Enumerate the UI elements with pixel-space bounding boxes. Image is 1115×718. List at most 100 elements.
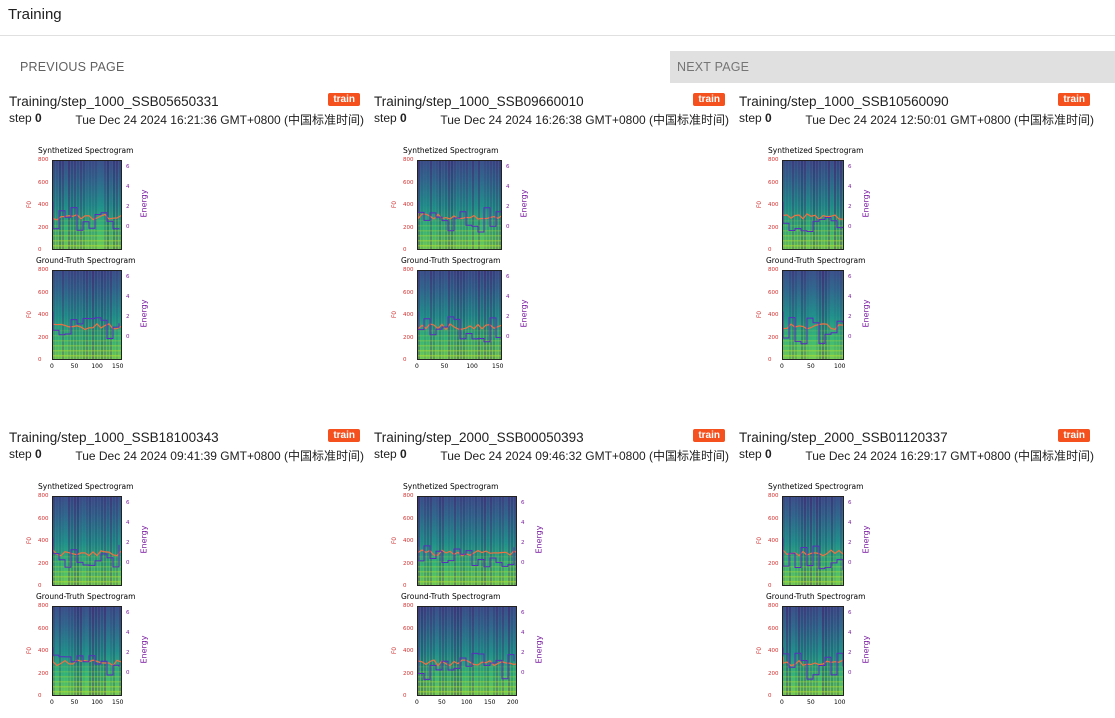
card-timestamp: Tue Dec 24 2024 12:50:01 GMT+0800 (中国标准时… <box>805 113 1094 127</box>
x-tick-label: 50 <box>70 363 79 370</box>
step-label: step 0 <box>739 447 772 461</box>
plot-title-gt: Ground-Truth Spectrogram <box>766 256 866 265</box>
x-tick-label: 150 <box>484 699 496 706</box>
next-page-button[interactable]: NEXT PAGE <box>670 51 1115 83</box>
f0-tick-label: 200 <box>403 334 414 341</box>
energy-tick-label: 2 <box>848 314 852 320</box>
x-tick-label: 0 <box>780 699 784 706</box>
f0-tick-label: 200 <box>403 560 414 567</box>
x-tick-label: 0 <box>50 699 54 706</box>
energy-axis-label: Energy <box>861 189 871 218</box>
f0-tick-label: 800 <box>403 267 414 273</box>
plot-title-synth: Synthetized Spectrogram <box>38 482 134 491</box>
energy-tick-label: 4 <box>506 184 510 190</box>
spectrogram-image <box>782 160 844 250</box>
energy-tick-label: 4 <box>848 294 852 300</box>
f0-tick-label: 800 <box>768 157 779 163</box>
energy-tick-label: 0 <box>848 224 852 230</box>
f0-tick-label: 0 <box>403 247 407 253</box>
previous-page-button[interactable]: PREVIOUS PAGE <box>20 60 125 74</box>
f0-tick-label: 600 <box>38 625 49 632</box>
energy-tick-label: 0 <box>521 670 525 676</box>
spectrogram-image <box>417 606 517 696</box>
f0-tick-label: 200 <box>38 224 49 231</box>
energy-tick-label: 6 <box>521 500 525 506</box>
energy-tick-label: 6 <box>848 164 852 170</box>
f0-tick-label: 600 <box>768 625 779 632</box>
f0-tick-label: 800 <box>38 603 49 609</box>
f0-tick-label: 0 <box>768 583 772 589</box>
energy-axis-label: Energy <box>519 299 529 328</box>
x-tick-label: 150 <box>112 699 124 706</box>
plot-title-gt: Ground-Truth Spectrogram <box>36 592 136 601</box>
energy-axis-label: Energy <box>534 635 544 664</box>
energy-tick-label: 0 <box>506 224 510 230</box>
energy-axis-label: Energy <box>139 635 149 664</box>
x-tick-label: 100 <box>466 363 478 370</box>
spectrogram-image <box>417 160 502 250</box>
f0-tick-label: 600 <box>403 515 414 522</box>
f0-tick-label: 600 <box>403 179 414 186</box>
f0-axis-label: F0 <box>756 200 764 209</box>
energy-tick-label: 2 <box>848 540 852 546</box>
f0-tick-label: 600 <box>38 289 49 296</box>
f0-tick-label: 0 <box>403 693 407 699</box>
f0-tick-label: 800 <box>403 157 414 163</box>
x-tick-label: 100 <box>91 699 103 706</box>
f0-tick-label: 0 <box>38 247 42 253</box>
x-tick-label: 100 <box>91 363 103 370</box>
image-card: Training/step_2000_SSB01120337 train step … <box>738 429 1098 718</box>
energy-axis-label: Energy <box>861 525 871 554</box>
f0-tick-label: 800 <box>768 267 779 273</box>
spectrogram-image <box>52 496 122 586</box>
x-tick-label: 0 <box>50 363 54 370</box>
energy-tick-label: 4 <box>848 520 852 526</box>
f0-tick-label: 400 <box>768 202 779 208</box>
f0-tick-label: 200 <box>768 224 779 231</box>
spectrogram-image <box>782 496 844 586</box>
f0-tick-label: 400 <box>403 312 414 318</box>
x-tick-label: 50 <box>70 699 79 706</box>
f0-tick-label: 200 <box>768 334 779 341</box>
f0-tick-label: 0 <box>768 247 772 253</box>
x-tick-label: 50 <box>807 363 815 370</box>
card-timestamp: Tue Dec 24 2024 16:21:36 GMT+0800 (中国标准时… <box>75 113 364 127</box>
train-tag-badge: train <box>693 93 725 106</box>
f0-axis-label: F0 <box>391 310 399 319</box>
x-tick-label: 150 <box>112 363 124 370</box>
energy-tick-label: 6 <box>848 610 852 616</box>
energy-tick-label: 0 <box>126 224 130 230</box>
x-tick-label: 0 <box>780 363 784 370</box>
step-label: step 0 <box>9 111 42 125</box>
energy-tick-label: 0 <box>848 560 852 566</box>
energy-axis-label: Energy <box>139 299 149 328</box>
f0-axis-label: F0 <box>391 200 399 209</box>
energy-tick-label: 2 <box>506 314 510 320</box>
energy-tick-label: 4 <box>848 184 852 190</box>
f0-tick-label: 800 <box>38 157 49 163</box>
f0-tick-label: 400 <box>403 538 414 544</box>
f0-tick-label: 0 <box>403 583 407 589</box>
energy-tick-label: 2 <box>126 314 130 320</box>
f0-axis-label: F0 <box>756 536 764 545</box>
train-tag-badge: train <box>1058 429 1090 442</box>
f0-axis-label: F0 <box>26 536 34 545</box>
energy-tick-label: 6 <box>126 500 130 506</box>
x-tick-label: 0 <box>415 699 419 706</box>
energy-tick-label: 0 <box>126 670 130 676</box>
train-tag-badge: train <box>1058 93 1090 106</box>
energy-tick-label: 0 <box>521 560 525 566</box>
energy-tick-label: 6 <box>521 610 525 616</box>
plot-title-gt: Ground-Truth Spectrogram <box>401 592 501 601</box>
f0-tick-label: 600 <box>38 515 49 522</box>
energy-axis-label: Energy <box>861 635 871 664</box>
f0-tick-label: 800 <box>403 493 414 499</box>
energy-tick-label: 2 <box>521 650 525 656</box>
f0-tick-label: 400 <box>38 312 49 318</box>
train-tag-badge: train <box>328 93 360 106</box>
energy-tick-label: 4 <box>521 520 525 526</box>
x-tick-label: 50 <box>438 699 446 706</box>
energy-axis-label: Energy <box>139 189 149 218</box>
energy-tick-label: 6 <box>506 164 510 170</box>
energy-tick-label: 6 <box>126 164 130 170</box>
